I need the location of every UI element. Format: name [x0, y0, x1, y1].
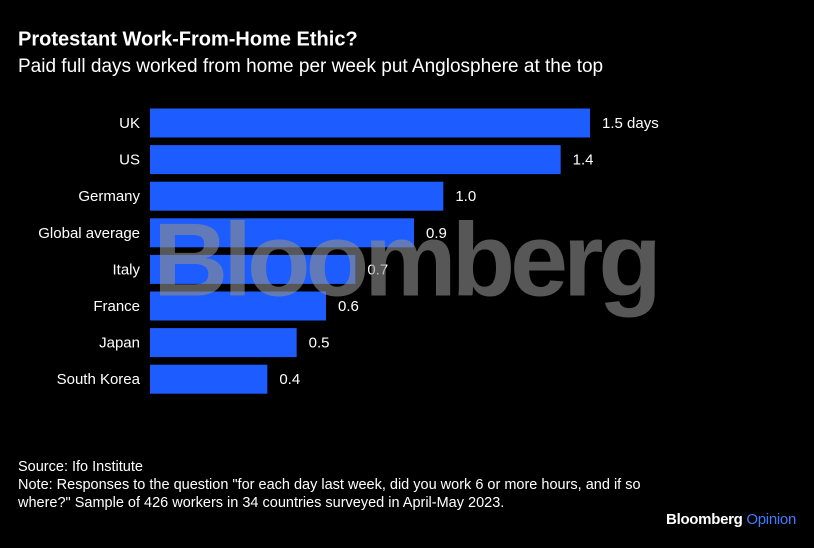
value-label: 0.7	[367, 261, 388, 278]
bar	[150, 145, 561, 175]
value-label: 0.9	[426, 225, 447, 242]
bar	[150, 291, 326, 321]
value-label: 1.4	[573, 152, 594, 169]
value-label: 1.0	[455, 188, 476, 205]
value-label: 0.4	[279, 371, 300, 388]
value-label: 0.6	[338, 298, 359, 315]
category-label: Japan	[99, 335, 140, 352]
bar	[150, 108, 590, 138]
value-label: 0.5	[309, 335, 330, 352]
value-label: 1.5 days	[602, 115, 659, 132]
bar	[150, 364, 268, 394]
brand: Bloomberg Opinion	[666, 511, 796, 528]
bar	[150, 218, 414, 248]
category-label: France	[93, 298, 140, 315]
bar	[150, 254, 356, 284]
bar	[150, 328, 297, 358]
category-label: Italy	[112, 261, 140, 278]
category-label: Global average	[38, 225, 140, 242]
watermark: Bloomberg	[153, 202, 657, 318]
bar	[150, 181, 444, 211]
category-label: US	[119, 152, 140, 169]
source: Source: Ifo Institute	[18, 459, 143, 475]
brand-suffix: Opinion	[746, 511, 796, 528]
category-label: UK	[119, 115, 140, 132]
note: Note: Responses to the question "for eac…	[18, 477, 641, 511]
category-label: South Korea	[57, 371, 141, 388]
category-label: Germany	[78, 188, 140, 205]
brand-name: Bloomberg	[666, 511, 743, 528]
chart-subtitle: Paid full days worked from home per week…	[18, 56, 603, 77]
chart-title: Protestant Work-From-Home Ethic?	[18, 28, 358, 50]
